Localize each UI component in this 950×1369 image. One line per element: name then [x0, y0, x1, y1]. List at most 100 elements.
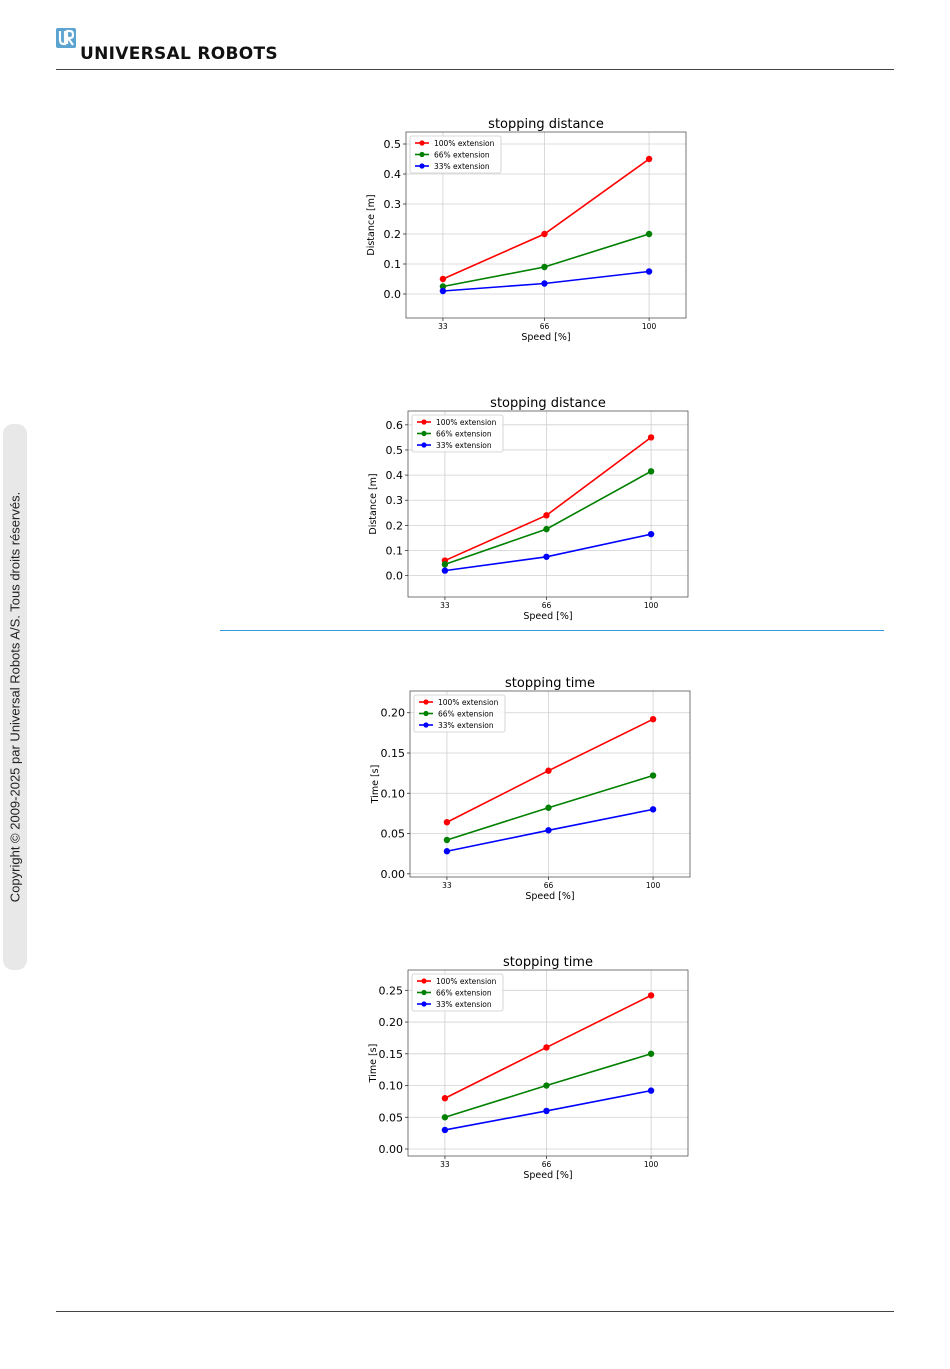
header-divider	[56, 69, 894, 70]
legend-label: 33% extension	[436, 441, 492, 450]
data-point	[439, 283, 447, 290]
x-tick-label: 100	[644, 601, 659, 610]
legend-label: 66% extension	[436, 429, 492, 438]
section-divider	[220, 630, 884, 631]
legend-box	[411, 973, 504, 1012]
data-point	[647, 1087, 655, 1094]
chart-title: stopping time	[503, 955, 593, 970]
y-tick-label: 0.00	[381, 868, 406, 881]
legend-label: 33% extension	[438, 721, 494, 730]
legend-label: 100% extension	[438, 698, 499, 707]
series-line	[444, 533, 652, 572]
data-point	[647, 530, 655, 538]
x-tick-label: 33	[442, 881, 452, 890]
x-tick-label: 33	[440, 1160, 450, 1169]
legend-marker	[423, 710, 429, 717]
copyright-sidebar	[3, 424, 27, 970]
stopping-time-chart-1: stopping time 0.00 0.05 0.10 0.15 0.20 33 66 100…	[370, 676, 691, 902]
legend-label: 66% extension	[436, 988, 492, 997]
series-line	[442, 158, 650, 280]
x-tick-label: 66	[544, 881, 554, 890]
stopping-distance-chart-2: stopping distance 0.0 0.1 0.2 0.3 0.4 0.5 0.6 33…	[368, 396, 689, 622]
data-point	[645, 230, 653, 238]
series-line	[442, 233, 650, 288]
legend-marker	[423, 699, 429, 705]
legend-label: 100% extension	[434, 139, 495, 148]
plot-frame	[409, 690, 691, 878]
y-tick-label: 0.20	[379, 1016, 404, 1029]
y-tick-label: 0.10	[379, 1080, 404, 1093]
data-point	[545, 827, 552, 834]
x-tick-label: 66	[542, 1160, 552, 1169]
data-point	[441, 1095, 449, 1102]
data-point	[649, 715, 657, 723]
y-tick-label: 0.05	[381, 828, 406, 841]
y-tick-label: 0.5	[386, 444, 404, 457]
data-point	[649, 806, 657, 813]
y-tick-label: 0.4	[384, 168, 402, 181]
y-tick-label: 0.25	[379, 984, 404, 997]
data-point	[543, 1082, 550, 1089]
chart-title: stopping distance	[490, 396, 606, 411]
x-tick-label: 100	[646, 881, 661, 890]
x-tick-label: 100	[642, 322, 657, 331]
legend-marker	[421, 419, 427, 425]
legend-label: 66% extension	[434, 150, 490, 159]
y-tick-label: 0.00	[379, 1143, 404, 1156]
legend-marker	[421, 989, 427, 996]
stopping-distance-chart-1: stopping distance 0.0 0.1 0.2 0.3 0.4 0.5 33 66 1…	[366, 117, 687, 343]
plot-frame	[407, 410, 689, 598]
data-point	[645, 268, 653, 275]
y-axis-label: Distance [m]	[366, 194, 377, 255]
legend-label: 33% extension	[434, 162, 490, 171]
data-point	[439, 287, 447, 295]
legend-label: 100% extension	[436, 977, 497, 986]
data-point	[443, 819, 451, 826]
y-tick-label: 0.5	[384, 138, 402, 151]
legend-label: 100% extension	[436, 418, 497, 427]
x-axis-label: Speed [%]	[523, 1170, 572, 1181]
data-point	[545, 804, 552, 811]
footer-divider	[56, 1311, 894, 1312]
data-point	[443, 848, 451, 855]
y-tick-label: 0.2	[386, 519, 404, 532]
y-tick-label: 0.1	[386, 545, 404, 558]
y-tick-label: 0.3	[384, 198, 402, 211]
legend-box	[411, 414, 504, 453]
y-tick-label: 0.15	[381, 747, 406, 760]
data-point	[541, 230, 548, 238]
universal-robots-logo: UNIVERSAL ROBOTS	[56, 26, 316, 66]
data-point	[647, 1050, 655, 1057]
plot-frame	[407, 969, 689, 1157]
y-tick-label: 0.10	[381, 787, 406, 800]
x-axis-label: Speed [%]	[521, 332, 570, 343]
x-tick-label: 33	[440, 601, 450, 610]
data-point	[443, 836, 451, 844]
y-tick-label: 0.6	[386, 419, 404, 432]
y-tick-label: 0.15	[379, 1048, 404, 1061]
data-point	[543, 553, 550, 560]
data-point	[441, 1114, 449, 1121]
y-tick-label: 0.4	[386, 469, 404, 482]
legend-label: 66% extension	[438, 709, 494, 718]
legend-box	[413, 694, 506, 733]
y-axis-label: Time [s]	[368, 1044, 379, 1084]
x-tick-label: 66	[542, 601, 552, 610]
logo-text: UNIVERSAL ROBOTS	[80, 44, 278, 64]
y-axis-label: Distance [m]	[368, 473, 379, 534]
data-point	[645, 155, 653, 163]
chart-title: stopping time	[505, 676, 595, 691]
data-point	[541, 280, 548, 287]
legend-box	[409, 135, 502, 174]
data-point	[647, 992, 655, 999]
legend-marker	[419, 140, 425, 146]
y-tick-label: 0.1	[384, 258, 402, 271]
x-axis-label: Speed [%]	[525, 891, 574, 902]
chart-title: stopping distance	[488, 117, 604, 132]
x-tick-label: 100	[644, 1160, 659, 1169]
y-tick-label: 0.2	[384, 228, 402, 241]
data-point	[441, 561, 449, 568]
ur-logo-icon	[56, 28, 76, 48]
data-point	[439, 275, 447, 283]
series-line	[444, 436, 652, 562]
